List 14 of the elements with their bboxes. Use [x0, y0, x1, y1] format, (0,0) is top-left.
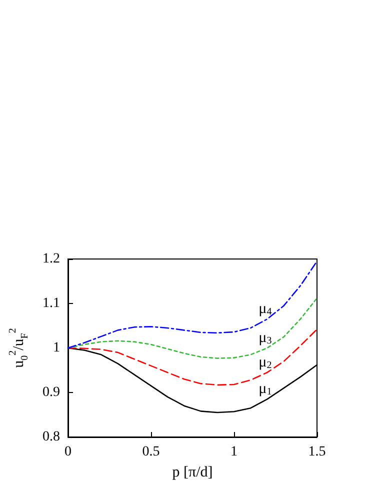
line-series: [67, 298, 318, 359]
x-tick-label: 1.5: [308, 444, 326, 460]
y-tick-label: 1.2: [42, 252, 60, 266]
y-tick-label: 0.9: [42, 385, 60, 400]
y-axis-title: u02/uF2: [8, 328, 30, 368]
x-tick-label: 1: [230, 444, 238, 460]
line-series: [67, 328, 318, 386]
line-series: [67, 260, 318, 349]
x-axis-title: p [π/d]: [172, 464, 213, 480]
y-tick-label: 1: [53, 340, 60, 356]
y-tick-label: 1.1: [42, 296, 60, 311]
x-tick-label: 0: [64, 444, 72, 460]
y-tick-label: 0.8: [42, 430, 60, 444]
x-tick-label: 0.5: [142, 444, 160, 460]
